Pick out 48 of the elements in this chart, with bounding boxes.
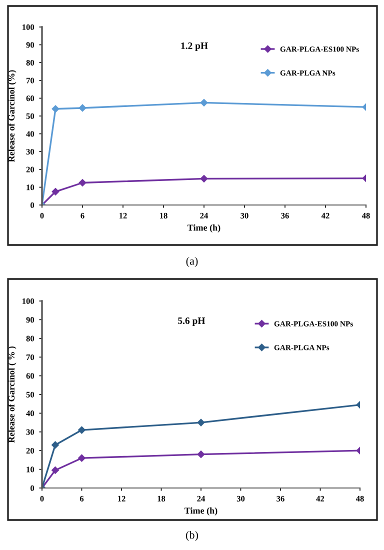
y-tick-label: 40	[26, 410, 34, 416]
y-tick-label: 0	[30, 202, 34, 208]
y-tick-label: 40	[26, 131, 34, 137]
x-tick-label: 0	[40, 212, 44, 219]
text: 1.2 pH	[181, 42, 208, 51]
y-tick-label: 80	[26, 336, 34, 342]
y-tick-label: 10	[26, 466, 34, 472]
y-tick-label: 90	[26, 42, 34, 48]
x-tick-label: 0	[40, 496, 44, 502]
y-axis-title: Release of Garcinol ( % )	[8, 346, 16, 443]
x-tick-label: 48	[362, 212, 370, 219]
x-tick-label: 36	[281, 212, 289, 219]
y-tick-label: 100	[22, 24, 34, 30]
y-tick-label: 70	[26, 78, 34, 84]
x-tick-label: 12	[118, 496, 126, 502]
x-tick-label: 18	[158, 496, 166, 502]
x-tick-label: 42	[321, 212, 330, 218]
y-tick-label: 90	[26, 317, 34, 323]
y-tick-label: 80	[26, 60, 34, 66]
y-tick-label: 50	[26, 392, 34, 398]
y-axis-title: Release of Garcinol (%)	[8, 70, 16, 162]
x-tick-label: 12	[120, 212, 127, 218]
x-tick-label: 6	[80, 212, 84, 219]
y-tick-label: 30	[26, 429, 34, 435]
text: (b)	[186, 530, 198, 542]
y-tick-label: 10	[26, 184, 34, 190]
y-tick-label: 20	[26, 166, 34, 172]
x-tick-label: 30	[236, 496, 245, 502]
text: 5.6 pH	[178, 317, 206, 326]
y-tick-label: 20	[26, 448, 34, 454]
x-axis-title: Time (h)	[184, 507, 218, 516]
text: (a)	[186, 256, 198, 268]
y-tick-label: 60	[26, 96, 34, 102]
x-tick-label: 6	[80, 496, 84, 502]
x-tick-label: 24	[197, 496, 206, 502]
y-tick-label: 100	[22, 298, 34, 304]
x-tick-label: 18	[160, 212, 168, 219]
y-tick-label: 60	[26, 373, 34, 379]
x-tick-label: 30	[240, 212, 248, 219]
x-axis-title: Time (h)	[188, 224, 220, 233]
x-tick-label: 36	[276, 496, 284, 502]
y-tick-label: 0	[30, 485, 34, 491]
y-tick-label: 30	[26, 148, 34, 155]
y-tick-label: 50	[26, 113, 34, 119]
x-tick-label: 42	[316, 496, 324, 502]
x-tick-label: 24	[200, 212, 208, 218]
y-tick-label: 70	[26, 354, 34, 360]
x-tick-label: 48	[356, 496, 364, 502]
